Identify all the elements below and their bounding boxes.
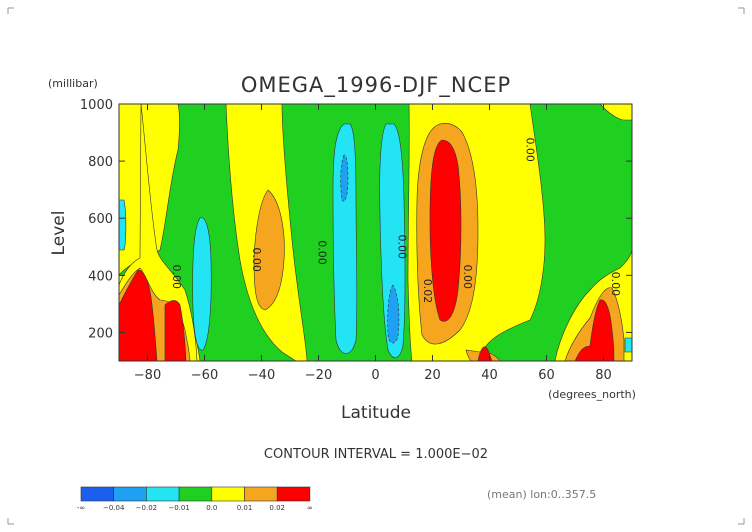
- x-tick-label: 40: [481, 368, 498, 383]
- x-axis-label: Latitude: [341, 403, 411, 423]
- y-tick-label: 600: [88, 212, 113, 227]
- colorbar-swatch: [244, 486, 278, 502]
- contour-label: 0.00: [609, 272, 622, 297]
- field-cyan: [192, 217, 212, 351]
- x-tick-label: 60: [538, 368, 555, 383]
- y-tick-label: 800: [88, 155, 113, 170]
- colorbar-swatch: [146, 486, 180, 502]
- contour-labels: 0.00 0.00 0.00 0.00 0.02 0.00 0.00 0.00: [170, 137, 622, 303]
- chart-title: OMEGA_1996-DJF_NCEP: [241, 73, 511, 98]
- colorbar-label: 0.01: [237, 504, 253, 512]
- contour-label: 0.00: [170, 265, 183, 290]
- field-red-3: [574, 299, 615, 361]
- y-axis-label: Level: [49, 211, 69, 256]
- x-units-label: (degrees_north): [548, 388, 636, 401]
- contour-interval: CONTOUR INTERVAL = 1.000E−02: [264, 447, 488, 462]
- x-tick-label: −80: [134, 368, 161, 383]
- x-tick-label: 0: [371, 368, 379, 383]
- y-tick-label: 400: [88, 269, 113, 284]
- x-tick-label: −20: [305, 368, 332, 383]
- colorbar-label: ∞: [307, 504, 313, 512]
- contour-label: 0.00: [316, 240, 329, 265]
- colorbar-label: -∞: [77, 504, 85, 512]
- contour-label: 0.00: [250, 247, 263, 272]
- contour-label: 0.02: [421, 279, 434, 304]
- y-tick-label: 200: [88, 326, 113, 341]
- x-tick-label: −40: [248, 368, 275, 383]
- colorbar-swatch: [80, 486, 115, 502]
- x-tick-label: −60: [191, 368, 218, 383]
- colorbar-swatch: [113, 486, 147, 502]
- x-tick-label: 20: [424, 368, 441, 383]
- axes: −80 −60 −40 −20 0 20 40 60 80 200 400 600 800 1000: [80, 98, 632, 383]
- colorbar-swatch: [276, 486, 311, 502]
- y-units-label: (millibar): [48, 77, 98, 90]
- contour-label: 0.00: [524, 137, 537, 162]
- field-red-2: [429, 139, 493, 361]
- field-cyan-4: [119, 199, 632, 353]
- field-blue-2: [387, 284, 400, 344]
- plot-area: 0.00 0.00 0.00 0.00 0.02 0.00 0.00 0.00: [118, 103, 633, 362]
- colorbar-label: −0.01: [168, 504, 189, 512]
- field-blue: [340, 154, 349, 202]
- colorbar-label: 0.0: [206, 504, 217, 512]
- field-cyan-2: [332, 123, 358, 354]
- field-orange-2: [253, 189, 285, 311]
- colorbar-label: −0.04: [103, 504, 125, 512]
- colorbar-label: 0.02: [269, 504, 285, 512]
- field-cyan-3: [379, 123, 406, 358]
- contour-label: 0.00: [395, 235, 408, 260]
- colorbar-label: −0.02: [136, 504, 157, 512]
- colorbar-swatch: [211, 486, 245, 502]
- colorbar-swatch: [178, 486, 213, 502]
- y-tick-label: 1000: [80, 98, 113, 113]
- contour-label: 0.00: [461, 265, 474, 290]
- corner-marks: [7, 7, 745, 525]
- colorbar: -∞ −0.04 −0.02 −0.01 0.0 0.01 0.02 ∞: [77, 486, 313, 512]
- x-tick-label: 80: [595, 368, 612, 383]
- footnote: (mean) lon:0..357.5: [487, 488, 596, 501]
- field-red: [119, 269, 187, 361]
